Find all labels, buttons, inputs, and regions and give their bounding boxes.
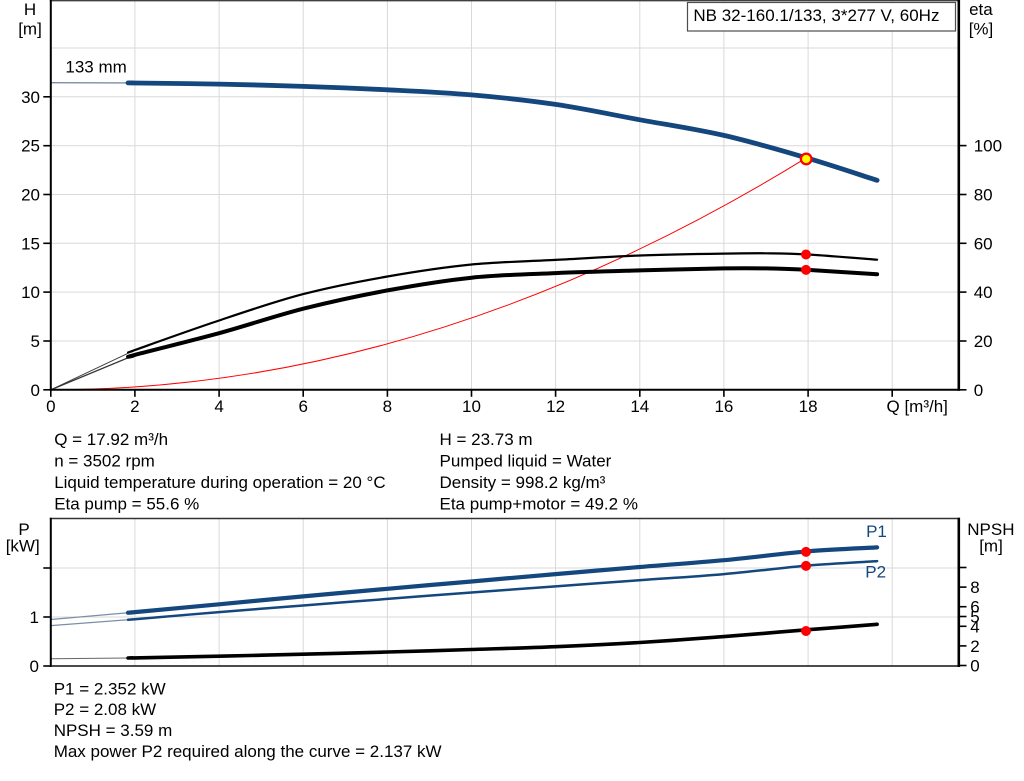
svg-text:NB 32-160.1/133, 3*277 V, 60Hz: NB 32-160.1/133, 3*277 V, 60Hz xyxy=(693,6,939,25)
svg-text:[%]: [%] xyxy=(969,20,994,39)
svg-text:80: 80 xyxy=(974,186,993,205)
svg-text:NPSH: NPSH xyxy=(967,520,1014,539)
svg-text:P1: P1 xyxy=(866,522,887,541)
svg-text:5: 5 xyxy=(970,608,979,627)
svg-text:16: 16 xyxy=(714,397,733,416)
svg-text:12: 12 xyxy=(546,397,565,416)
svg-text:8: 8 xyxy=(970,578,979,597)
svg-text:0: 0 xyxy=(46,397,55,416)
svg-text:60: 60 xyxy=(974,234,993,253)
svg-text:133 mm: 133 mm xyxy=(65,58,126,77)
svg-text:NPSH = 3.59 m: NPSH = 3.59 m xyxy=(54,721,173,740)
svg-text:30: 30 xyxy=(21,88,40,107)
svg-text:Liquid temperature during oper: Liquid temperature during operation = 20… xyxy=(54,473,385,492)
svg-text:H = 23.73 m: H = 23.73 m xyxy=(440,430,533,449)
svg-text:25: 25 xyxy=(21,137,40,156)
svg-text:10: 10 xyxy=(21,283,40,302)
svg-text:2: 2 xyxy=(970,637,979,656)
svg-text:n = 3502 rpm: n = 3502 rpm xyxy=(54,451,155,470)
svg-text:8: 8 xyxy=(383,397,392,416)
svg-text:14: 14 xyxy=(630,397,649,416)
svg-text:P: P xyxy=(18,520,29,539)
svg-text:4: 4 xyxy=(214,397,223,416)
svg-text:0: 0 xyxy=(30,657,39,676)
svg-text:P2 = 2.08 kW: P2 = 2.08 kW xyxy=(54,700,157,719)
svg-text:[m]: [m] xyxy=(18,20,42,39)
svg-text:6: 6 xyxy=(298,397,307,416)
svg-text:[m]: [m] xyxy=(979,537,1003,556)
svg-text:Q [m³/h]: Q [m³/h] xyxy=(887,397,948,416)
svg-text:[kW]: [kW] xyxy=(6,537,40,556)
svg-text:0: 0 xyxy=(974,381,983,400)
svg-text:18: 18 xyxy=(799,397,818,416)
svg-text:100: 100 xyxy=(974,137,1002,156)
svg-text:Eta pump = 55.6 %: Eta pump = 55.6 % xyxy=(54,494,199,513)
svg-text:P2: P2 xyxy=(865,562,886,581)
svg-text:Max power P2 required along th: Max power P2 required along the curve = … xyxy=(54,742,442,761)
svg-text:0: 0 xyxy=(970,657,979,676)
svg-text:Eta pump+motor = 49.2 %: Eta pump+motor = 49.2 % xyxy=(440,494,638,513)
svg-text:15: 15 xyxy=(21,234,40,253)
svg-text:1: 1 xyxy=(30,608,39,627)
svg-text:P1 = 2.352 kW: P1 = 2.352 kW xyxy=(54,679,166,698)
svg-text:4: 4 xyxy=(970,617,979,636)
svg-text:Pumped liquid = Water: Pumped liquid = Water xyxy=(440,451,612,470)
svg-text:0: 0 xyxy=(31,381,40,400)
svg-text:40: 40 xyxy=(974,283,993,302)
svg-text:eta: eta xyxy=(969,0,993,19)
svg-text:10: 10 xyxy=(462,397,481,416)
svg-text:6: 6 xyxy=(970,598,979,617)
svg-text:Density = 998.2 kg/m³: Density = 998.2 kg/m³ xyxy=(440,473,606,492)
svg-text:H: H xyxy=(24,0,36,19)
svg-text:20: 20 xyxy=(21,186,40,205)
svg-text:2: 2 xyxy=(130,397,139,416)
svg-text:20: 20 xyxy=(974,332,993,351)
svg-text:5: 5 xyxy=(31,332,40,351)
svg-text:Q = 17.92 m³/h: Q = 17.92 m³/h xyxy=(54,430,168,449)
